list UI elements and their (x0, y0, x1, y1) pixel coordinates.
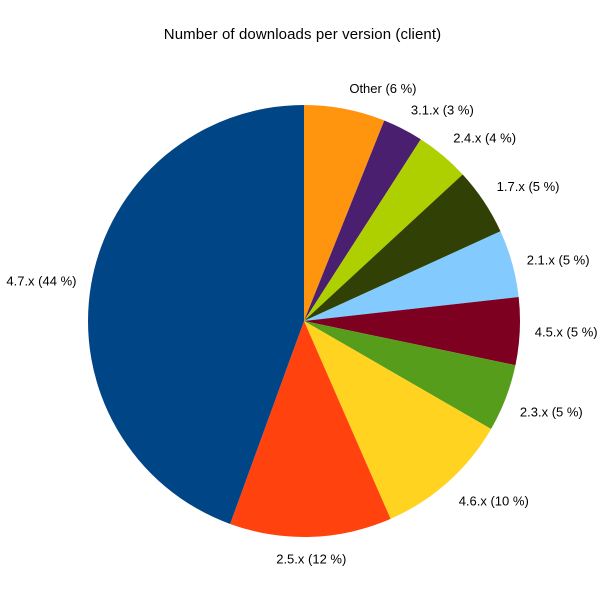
pie-slice-3-1-x (304, 120, 421, 321)
pie-slice-label-4-6-x: 4.6.x (10 %) (459, 493, 529, 508)
pie-slice-2-4-x (304, 139, 463, 321)
pie-slice-label-2-1-x: 2.1.x (5 %) (527, 252, 590, 267)
pie-slice-label-4-7-x: 4.7.x (44 %) (6, 274, 76, 289)
pie-slice-4-6-x (304, 321, 492, 519)
pie-slice-label-3-1-x: 3.1.x (3 %) (411, 102, 474, 117)
pie-slice-label-2-4-x: 2.4.x (4 %) (453, 131, 516, 146)
pie-slice-label-1-7-x: 1.7.x (5 %) (497, 179, 560, 194)
pie-slice-2-5-x (230, 321, 391, 537)
pie-slice-2-1-x (304, 231, 519, 321)
pie-slice-label-2-5-x: 2.5.x (12 %) (276, 551, 346, 566)
chart-title: Number of downloads per version (client) (163, 26, 442, 43)
pie-slice-other (304, 104, 385, 321)
pie-slice-label-2-3-x: 2.3.x (5 %) (520, 404, 583, 419)
pie-slice-4-5-x (304, 297, 521, 366)
pie-slice-4-7-x (88, 105, 304, 524)
pie-slice-2-3-x (304, 321, 516, 429)
pie-slice-1-7-x (304, 174, 501, 321)
pie-slice-label-other: Other (6 %) (349, 81, 416, 96)
pie-slice-label-4-5-x: 4.5.x (5 %) (535, 324, 598, 339)
